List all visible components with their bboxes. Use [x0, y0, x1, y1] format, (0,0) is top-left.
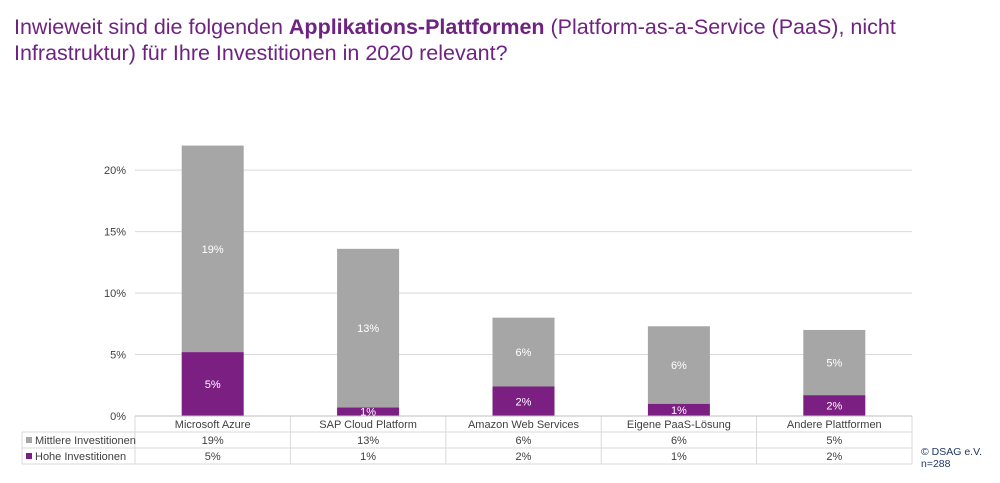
data-label: 1% — [360, 407, 376, 419]
bar-hohe — [181, 352, 244, 416]
y-tick-label: 15% — [104, 227, 126, 239]
legend-label: Hohe Investitionen — [35, 451, 126, 463]
data-label: 6% — [516, 347, 532, 359]
y-tick-label: 10% — [104, 288, 126, 300]
bar-mittlere — [492, 317, 555, 387]
title-part-2: (Platform-as-a-Service (PaaS), nicht Inf… — [14, 15, 896, 65]
data-label: 2% — [826, 401, 842, 413]
data-label: 5% — [826, 358, 842, 370]
chart-title: Inwieweit sind die folgenden Applikation… — [14, 14, 974, 66]
y-tick-label: 20% — [104, 165, 126, 177]
footer: © DSAG e.V. n=288 — [921, 446, 982, 470]
data-label: 5% — [205, 379, 221, 391]
table-cell: 1% — [671, 451, 687, 463]
x-tick-label: Eigene PaaS-Lösung — [627, 419, 731, 431]
data-label: 13% — [357, 323, 379, 335]
table-cell: 6% — [516, 435, 532, 447]
copyright: © DSAG e.V. — [921, 446, 983, 458]
legend-key-mittlere — [26, 437, 32, 443]
table-cell: 13% — [357, 435, 379, 447]
sample-size: n=288 — [921, 458, 951, 470]
data-label: 1% — [671, 405, 687, 417]
bar-hohe — [337, 407, 400, 416]
title-bold: Applikations-Plattformen — [288, 15, 545, 39]
x-tick-label: Andere Plattformen — [787, 419, 882, 431]
table-cell: 5% — [826, 435, 842, 447]
table-cell: 2% — [516, 451, 532, 463]
bar-mittlere — [803, 329, 866, 396]
legend-key-hohe — [26, 453, 32, 459]
data-label: 19% — [202, 244, 224, 256]
bar-mittlere — [647, 326, 710, 404]
table-cell: 6% — [671, 435, 687, 447]
bar-hohe — [803, 395, 866, 416]
bar-mittlere — [181, 145, 244, 353]
table-cell: 5% — [205, 451, 221, 463]
bar-hohe — [647, 403, 710, 416]
title-part-1: Inwieweit sind die folgenden — [14, 15, 289, 39]
bar-mittlere — [337, 248, 400, 408]
y-tick-label: 0% — [110, 411, 126, 423]
x-tick-label: Amazon Web Services — [468, 419, 580, 431]
data-label: 6% — [671, 360, 687, 372]
table-cell: 2% — [826, 451, 842, 463]
y-tick-label: 5% — [110, 350, 126, 362]
data-label: 2% — [516, 396, 532, 408]
table-cell: 1% — [360, 451, 376, 463]
x-tick-label: SAP Cloud Platform — [319, 419, 417, 431]
x-tick-label: Microsoft Azure — [175, 419, 251, 431]
legend-label: Mittlere Investitionen — [35, 435, 136, 447]
bar-hohe — [492, 386, 555, 416]
table-cell: 19% — [202, 435, 224, 447]
